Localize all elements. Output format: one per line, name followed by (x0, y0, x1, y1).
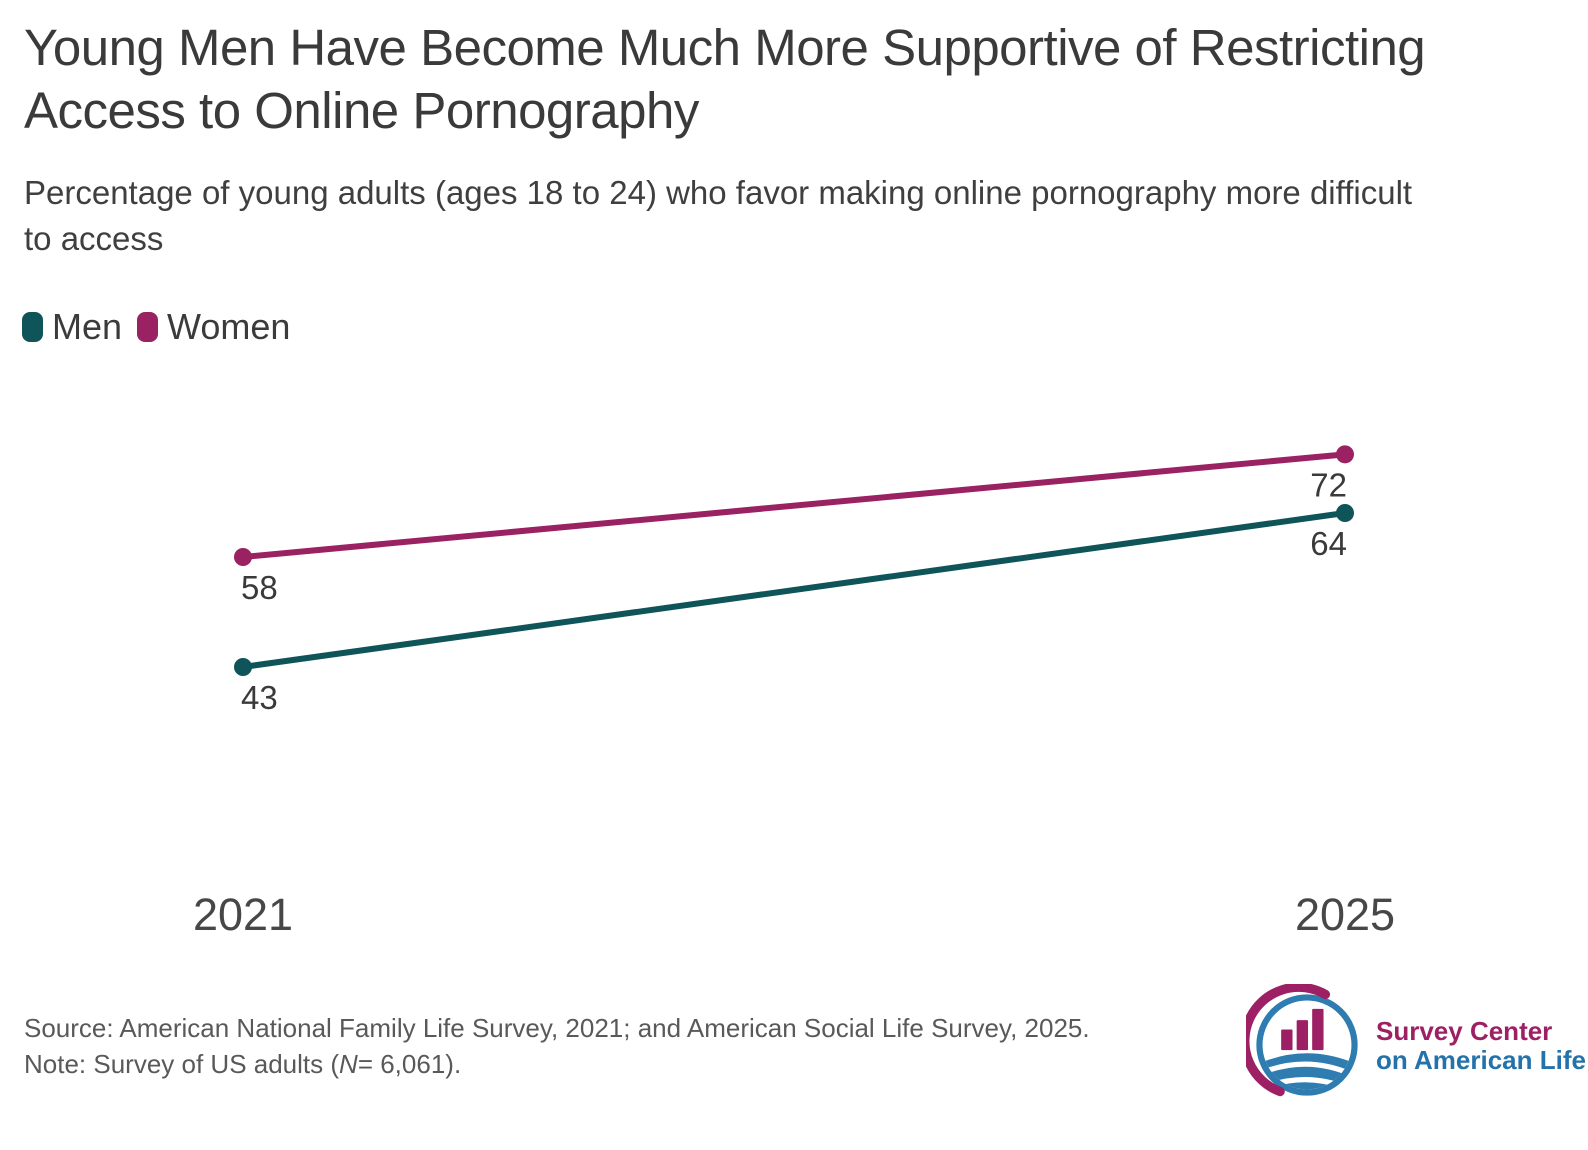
legend: Men Women (22, 306, 290, 348)
chart-subtitle-line2: to access (24, 220, 164, 257)
value-label: 43 (241, 679, 278, 716)
logo-text-line2: on American Life (1376, 1045, 1586, 1075)
legend-label-men: Men (52, 306, 123, 347)
chart-title: Young Men Have Become Much More Supporti… (24, 16, 1564, 142)
note-n-symbol: N (339, 1049, 358, 1079)
women-swatch-icon (137, 312, 159, 342)
data-point (1336, 445, 1354, 464)
legend-label-women: Women (167, 306, 291, 347)
logo-ring-blue (1256, 994, 1358, 1096)
data-point (234, 548, 252, 566)
source-text: Source: American National Family Life Su… (24, 1013, 1090, 1043)
chart-title-line1: Young Men Have Become Much More Supporti… (24, 19, 1426, 76)
data-point (234, 658, 252, 676)
survey-center-logo-text: Survey Center on American Life (1376, 1017, 1586, 1075)
series-line-men (242, 510, 1346, 670)
data-point (1336, 504, 1354, 522)
value-label: 72 (1310, 466, 1347, 503)
note-text: Note: Survey of US adults (N= 6,061). (24, 1049, 462, 1079)
logo-text-line1: Survey Center (1376, 1016, 1553, 1046)
axis-label: 2021 (193, 889, 293, 940)
value-label: 64 (1310, 525, 1347, 562)
logo-swirl-magenta (1246, 984, 1331, 1097)
chart-subtitle-line1: Percentage of young adults (ages 18 to 2… (24, 174, 1413, 211)
legend-item-men: Men (22, 306, 122, 348)
survey-center-logo-icon (1246, 984, 1358, 1097)
value-label: 58 (241, 569, 278, 606)
axis-label: 2025 (1295, 889, 1395, 940)
series-line-women (242, 451, 1346, 560)
chart-title-line2: Access to Online Pornography (24, 82, 699, 139)
footer-notes: Source: American National Family Life Su… (24, 1010, 1090, 1082)
logo-bars-icon (1281, 1008, 1324, 1051)
legend-item-women: Women (137, 306, 290, 348)
men-swatch-icon (22, 312, 43, 342)
survey-center-logo: Survey Center on American Life (1246, 984, 1586, 1106)
chart-subtitle: Percentage of young adults (ages 18 to 2… (24, 170, 1564, 262)
